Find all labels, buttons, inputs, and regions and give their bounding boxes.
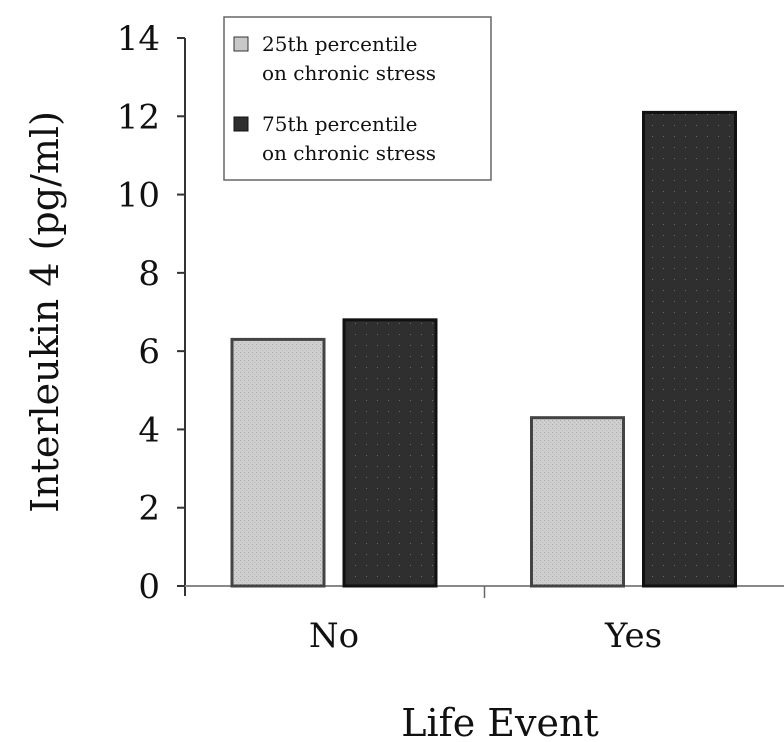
y-axis-title: Interleukin 4 (pg/ml)	[23, 111, 67, 513]
legend-swatch-25th	[233, 36, 249, 52]
bars	[230, 110, 737, 588]
bar-no-series-1	[230, 337, 326, 588]
y-axis-ticks: 0 2 4 6 8 10 12 14	[117, 19, 185, 607]
x-axis-title: Life Event	[401, 701, 598, 742]
x-tick-label: No	[309, 616, 359, 656]
y-tick-label: 12	[117, 97, 160, 137]
bar-yes-series-2	[642, 110, 737, 588]
y-tick-label: 6	[138, 332, 160, 372]
bar-no-series-2	[342, 318, 438, 588]
legend-swatch-75th	[233, 116, 249, 132]
x-tick-label: Yes	[604, 616, 662, 656]
plot-area: 0 2 4 6 8 10 12 14 No Yes	[117, 19, 784, 656]
y-tick-label: 8	[138, 254, 160, 294]
legend: 25th percentile on chronic stress 75th p…	[223, 16, 492, 181]
legend-label-25th-line2: on chronic stress	[262, 61, 436, 85]
legend-label-75th-line2: on chronic stress	[262, 141, 436, 165]
legend-label-25th-line1: 25th percentile	[262, 32, 418, 56]
y-tick-label: 10	[117, 176, 160, 216]
y-tick-label: 4	[138, 410, 160, 450]
y-tick-label: 0	[138, 567, 160, 607]
x-axis-ticks: No Yes	[309, 586, 662, 656]
legend-label-75th-line1: 75th percentile	[262, 112, 418, 136]
bar-yes-series-1	[530, 416, 625, 588]
y-tick-label: 2	[138, 489, 160, 529]
y-tick-label: 14	[117, 19, 160, 59]
legend-box	[223, 16, 492, 181]
